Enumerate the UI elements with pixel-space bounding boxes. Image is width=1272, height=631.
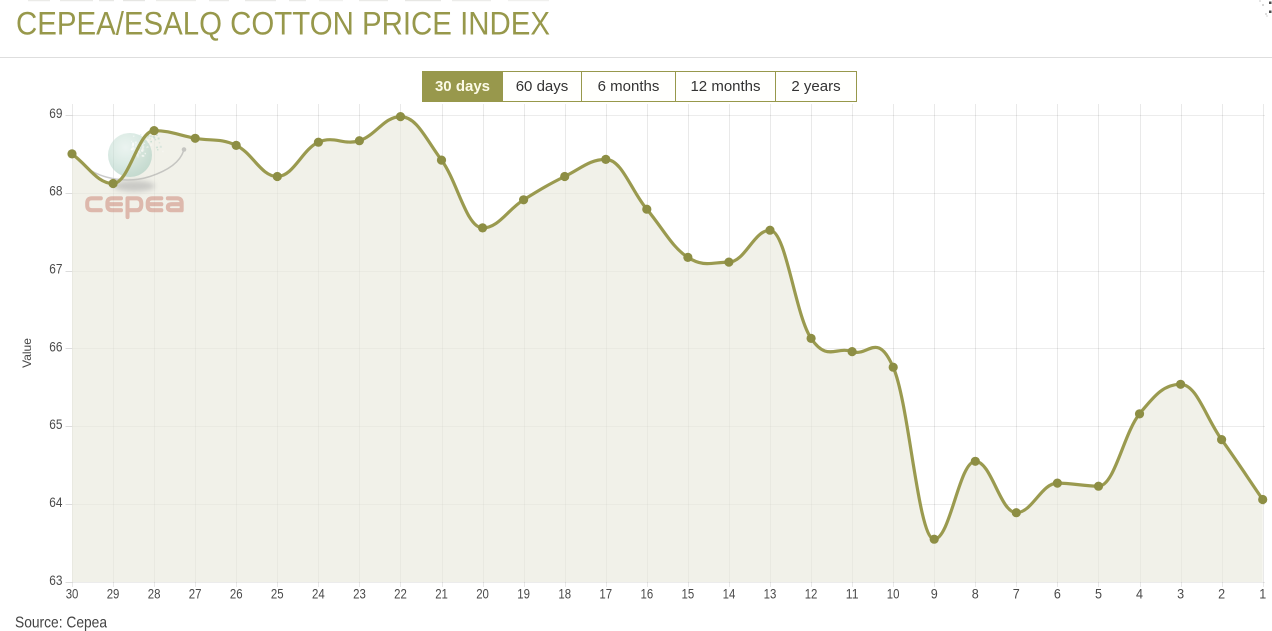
svg-text:9: 9 [931,586,938,602]
svg-text:23: 23 [353,586,366,602]
svg-text:27: 27 [189,586,202,602]
svg-text:29: 29 [107,586,120,602]
svg-text:7: 7 [1013,586,1020,602]
svg-text:16: 16 [641,586,654,602]
svg-text:10: 10 [887,586,900,602]
svg-text:20: 20 [476,586,489,602]
svg-text:18: 18 [558,586,571,602]
svg-text:4: 4 [1136,586,1143,602]
svg-text:5: 5 [1095,586,1102,602]
svg-text:17: 17 [599,586,612,602]
svg-text:15: 15 [682,586,695,602]
svg-text:12: 12 [805,586,818,602]
svg-text:22: 22 [394,586,407,602]
svg-text:21: 21 [435,586,448,602]
svg-text:65: 65 [49,416,62,432]
svg-text:1: 1 [1259,586,1266,602]
svg-text:2: 2 [1218,586,1225,602]
svg-text:26: 26 [230,586,243,602]
svg-text:24: 24 [312,586,325,602]
svg-text:Value: Value [20,338,34,368]
svg-text:11: 11 [846,586,859,602]
svg-text:3: 3 [1177,586,1184,602]
svg-text:13: 13 [764,586,777,602]
svg-text:25: 25 [271,586,284,602]
svg-text:14: 14 [723,586,736,602]
svg-text:19: 19 [517,586,530,602]
svg-text:67: 67 [49,261,62,277]
svg-text:66: 66 [49,338,62,354]
svg-text:64: 64 [49,494,62,510]
svg-text:30: 30 [66,586,79,602]
svg-text:69: 69 [49,105,62,121]
svg-text:6: 6 [1054,586,1061,602]
svg-text:63: 63 [49,572,62,588]
svg-text:68: 68 [49,183,62,199]
svg-text:8: 8 [972,586,979,602]
svg-text:28: 28 [148,586,161,602]
svg-text:CEPEA/ESALQ COTTON PRICE INDEX: CEPEA/ESALQ COTTON PRICE INDEX [16,5,550,41]
svg-text:Source: Cepea: Source: Cepea [15,615,107,631]
